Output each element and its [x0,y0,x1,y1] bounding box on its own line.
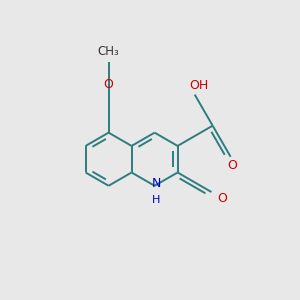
Text: O: O [227,160,237,172]
Text: OH: OH [189,79,208,92]
Text: O: O [104,78,113,91]
Text: CH₃: CH₃ [98,45,119,58]
Text: N: N [151,177,161,190]
Text: O: O [218,192,228,205]
Text: H: H [152,195,160,205]
